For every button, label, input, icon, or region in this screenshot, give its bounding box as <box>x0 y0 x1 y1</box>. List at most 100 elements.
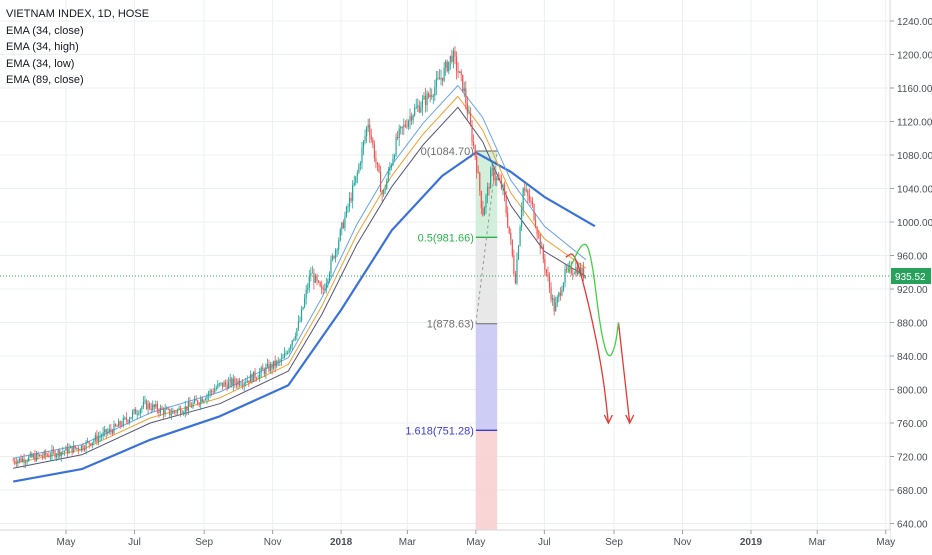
projection-red-path[interactable] <box>565 253 610 424</box>
candle-body <box>203 400 205 402</box>
candle-body <box>20 458 22 462</box>
candle-body <box>139 409 141 414</box>
candle-body <box>176 409 179 413</box>
candle-body <box>296 328 298 337</box>
candle-body <box>544 259 546 270</box>
candle-body <box>87 441 89 443</box>
candle-body <box>508 226 510 233</box>
candle-body <box>104 429 106 433</box>
legend-study-ema34-low[interactable]: EMA (34, low) <box>6 57 75 70</box>
candle-body <box>454 50 456 57</box>
candle-body <box>322 288 324 290</box>
projection-red-path-2[interactable] <box>617 322 631 424</box>
candle-body <box>561 290 563 296</box>
legend-study-ema89-close[interactable]: EMA (89, close) <box>6 74 84 86</box>
candle-body <box>220 382 222 384</box>
time-axis[interactable] <box>0 530 890 550</box>
candle-body <box>276 360 278 367</box>
candle-body <box>490 170 492 189</box>
candle-body <box>76 447 78 449</box>
candle-body <box>161 407 163 410</box>
candle-body <box>455 56 458 71</box>
candle-body <box>485 195 487 208</box>
projection-red-arrowhead <box>603 414 613 425</box>
candle-body <box>466 103 468 114</box>
legend-study-ema34-close[interactable]: EMA (34, close) <box>6 24 84 37</box>
price-tick-label: 1000.00 <box>897 218 932 229</box>
candle-body <box>397 136 399 138</box>
candle-body <box>159 407 162 413</box>
candle-body <box>189 402 191 406</box>
projection-drawings[interactable] <box>0 243 890 425</box>
fib-label-level0: 0(1084.70) <box>421 146 474 158</box>
candle-body <box>443 67 445 81</box>
candle-body <box>310 273 312 277</box>
candle-body <box>333 255 335 259</box>
candle-body <box>302 307 304 310</box>
chart-legend: VIETNAM INDEX, 1D, HOSE EMA (34, close) … <box>6 6 149 89</box>
candle-body <box>531 200 534 205</box>
candle-body <box>218 383 220 385</box>
candle-body <box>192 403 194 408</box>
projection-green-path[interactable] <box>567 243 620 357</box>
candle-body <box>480 191 482 209</box>
price-tick-label: 1240.00 <box>897 17 932 28</box>
candle-body <box>403 124 405 128</box>
candle-body <box>145 400 148 410</box>
candle-body <box>300 309 303 321</box>
candle-body <box>38 454 41 456</box>
candle-body <box>28 456 30 462</box>
candle-body <box>477 171 479 173</box>
candle-body <box>542 246 544 260</box>
candle-body <box>502 184 504 188</box>
candle-body <box>572 273 574 275</box>
candle-body <box>496 177 498 181</box>
candle-body <box>401 126 403 128</box>
candle-body <box>268 364 270 372</box>
candle-body <box>474 145 476 157</box>
candle-body <box>221 382 224 387</box>
candle-body <box>114 424 117 427</box>
candle-body <box>499 179 501 181</box>
candle-body <box>525 190 527 192</box>
candle-body <box>505 197 507 213</box>
candle-body <box>503 184 506 198</box>
candle-body <box>127 420 129 422</box>
candle-body <box>206 395 208 400</box>
candle-body <box>68 448 70 454</box>
candle-body <box>510 232 512 240</box>
candle-body <box>293 338 295 341</box>
fibonacci-retracement[interactable] <box>475 150 498 534</box>
candle-body <box>373 144 375 159</box>
candle-body <box>215 387 217 390</box>
candle-body <box>88 441 90 444</box>
candle-body <box>37 453 39 456</box>
candle-body <box>286 352 289 354</box>
candle-body <box>459 71 461 73</box>
legend-study-ema34-high[interactable]: EMA (34, high) <box>6 41 79 53</box>
candle-body <box>237 380 239 386</box>
candle-body <box>367 124 369 128</box>
fib-zone-below-1.618 <box>475 430 498 534</box>
candle-body <box>31 453 33 458</box>
symbol-title[interactable]: VIETNAM INDEX, 1D, HOSE <box>6 8 150 20</box>
candle-body <box>567 266 569 270</box>
candle-body <box>43 451 45 457</box>
candle-body <box>62 451 64 453</box>
candle-body <box>142 401 145 407</box>
candle-body <box>226 384 228 389</box>
candle-body <box>214 389 216 393</box>
candle-body <box>138 413 140 415</box>
candle-body <box>99 436 101 438</box>
candle-body <box>122 418 124 426</box>
candle-body <box>42 456 44 458</box>
candle-body <box>83 449 86 451</box>
candle-body <box>304 298 306 308</box>
candle-body <box>479 172 481 192</box>
time-tick-label: May <box>57 537 76 548</box>
candle-body <box>186 406 188 411</box>
candle-body <box>279 360 281 362</box>
